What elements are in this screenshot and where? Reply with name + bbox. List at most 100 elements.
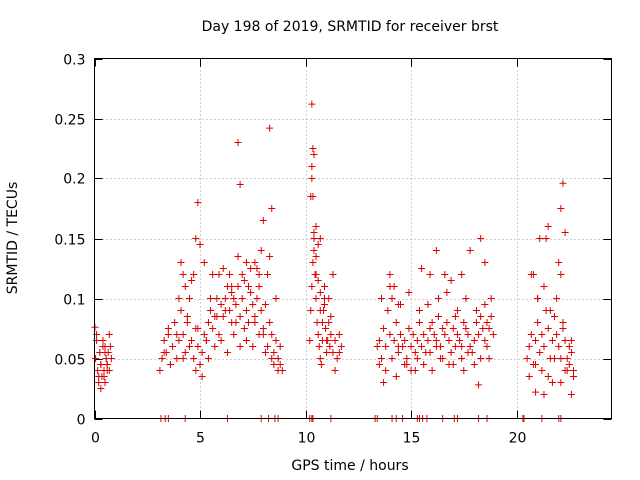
- data-point: [481, 259, 489, 266]
- grid-lines: [94, 58, 612, 419]
- data-point: [245, 283, 253, 290]
- data-point: [386, 271, 394, 278]
- data-point: [557, 379, 565, 386]
- data-point: [532, 361, 540, 368]
- data-point: [315, 343, 323, 350]
- data-point: [424, 337, 432, 344]
- data-point: [169, 343, 177, 350]
- data-point: [321, 301, 329, 308]
- data-point: [173, 331, 181, 338]
- data-point: [462, 295, 470, 302]
- data-point: [443, 319, 451, 326]
- data-point: [485, 355, 493, 362]
- data-point: [540, 283, 548, 290]
- data-point: [204, 319, 212, 326]
- data-point: [242, 259, 250, 266]
- data-point: [312, 253, 320, 260]
- data-point: [432, 247, 440, 254]
- data-point: [94, 367, 102, 374]
- data-point: [472, 307, 480, 314]
- data-point: [160, 337, 168, 344]
- data-point: [394, 349, 402, 356]
- data-point: [544, 373, 552, 380]
- data-point: [525, 343, 533, 350]
- data-point: [559, 179, 567, 187]
- data-point: [316, 289, 324, 296]
- data-point: [242, 337, 250, 344]
- data-point: [451, 343, 459, 350]
- data-point: [544, 223, 552, 230]
- data-point: [559, 325, 567, 332]
- data-point: [274, 367, 282, 374]
- data-point: [394, 343, 402, 350]
- data-point: [327, 313, 335, 320]
- data-point: [449, 361, 457, 368]
- data-point: [198, 373, 206, 380]
- axis-ticks: [94, 58, 612, 420]
- data-point: [166, 361, 174, 368]
- data-point: [175, 337, 183, 344]
- data-point: [553, 331, 561, 338]
- data-point: [249, 343, 257, 350]
- data-point: [534, 295, 542, 302]
- data-point: [466, 247, 474, 254]
- data-point: [553, 295, 561, 302]
- y-axis-label: SRMTID / TECUs: [5, 182, 21, 295]
- data-point: [403, 355, 411, 362]
- data-point: [179, 271, 187, 278]
- data-point: [204, 355, 212, 362]
- data-point: [268, 331, 276, 338]
- data-point: [390, 337, 398, 344]
- data-point: [548, 379, 556, 386]
- data-point: [426, 349, 434, 356]
- data-point: [489, 331, 497, 338]
- data-point: [483, 319, 491, 326]
- data-point: [318, 319, 326, 326]
- data-point: [413, 337, 421, 344]
- data-point: [232, 301, 240, 308]
- chart-title: Day 198 of 2019, SRMTID for receiver brs…: [202, 19, 499, 35]
- data-point: [426, 271, 434, 278]
- data-point: [323, 349, 331, 356]
- data-point: [327, 331, 335, 338]
- data-point: [185, 343, 193, 350]
- data-point: [310, 247, 318, 254]
- data-point: [392, 319, 400, 326]
- data-point: [538, 331, 546, 338]
- data-point: [445, 337, 453, 344]
- data-point: [456, 337, 464, 344]
- data-point: [253, 295, 261, 302]
- data-point: [308, 283, 316, 290]
- y-tick-label: 0.15: [54, 233, 85, 249]
- data-point: [312, 271, 320, 278]
- data-point: [403, 361, 411, 368]
- data-point: [312, 295, 320, 302]
- data-point: [475, 331, 483, 338]
- data-point: [557, 205, 565, 212]
- data-point: [386, 331, 394, 338]
- data-point: [164, 325, 172, 332]
- data-point: [451, 313, 459, 320]
- data-point: [164, 331, 172, 338]
- y-tick-label: 0.3: [63, 53, 85, 69]
- data-point: [464, 331, 472, 338]
- data-point: [251, 319, 259, 326]
- data-point: [190, 355, 198, 362]
- x-tick-label: 20: [509, 431, 527, 447]
- data-point: [536, 349, 544, 356]
- data-point: [219, 265, 227, 272]
- data-point: [409, 331, 417, 338]
- y-tick-label: 0.25: [54, 113, 85, 129]
- data-point: [230, 295, 238, 302]
- data-point: [309, 259, 317, 266]
- data-point: [329, 271, 337, 278]
- data-point: [415, 319, 423, 326]
- data-point: [215, 331, 223, 338]
- data-point: [483, 343, 491, 350]
- data-point: [181, 283, 189, 290]
- data-point: [249, 301, 257, 308]
- data-point: [565, 361, 573, 368]
- data-point: [310, 235, 318, 242]
- data-point: [382, 367, 390, 374]
- data-point: [411, 367, 419, 374]
